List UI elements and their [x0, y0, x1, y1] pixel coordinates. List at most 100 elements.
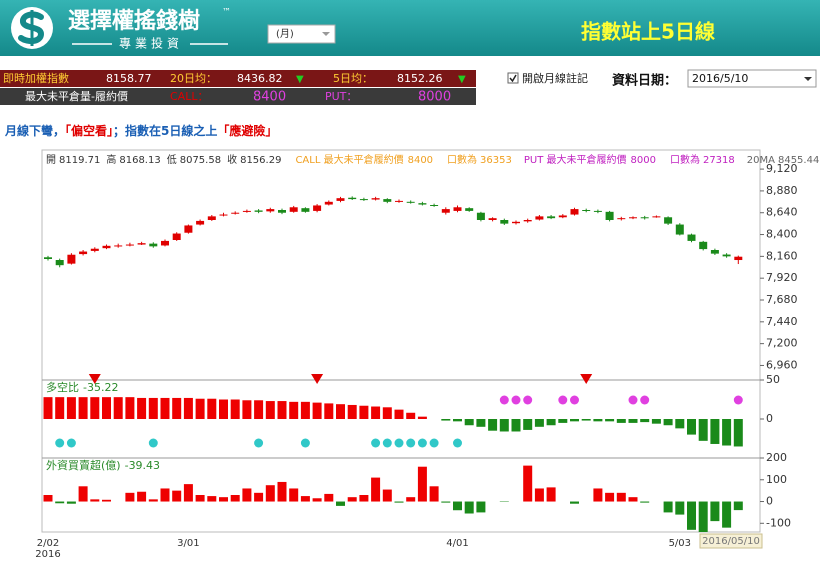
bar [570, 501, 579, 504]
bar [476, 419, 486, 427]
info-item: 收 [227, 153, 237, 166]
candle-body [734, 256, 743, 261]
date-select[interactable] [687, 69, 817, 88]
candle-body [722, 254, 731, 257]
candle-body [570, 209, 579, 215]
candle-body [184, 225, 193, 233]
bar [43, 495, 53, 502]
bar [183, 484, 193, 502]
message: 月線下彎，「偏空看」；指數在5日線之上「應避險」 [4, 123, 277, 138]
bar [195, 398, 205, 419]
candle-body [336, 198, 345, 201]
oi-bar [0, 88, 476, 105]
bar [160, 397, 170, 419]
signal-marker [733, 395, 743, 405]
x-year-label: 2016 [35, 549, 60, 560]
bar [242, 400, 252, 419]
candle-body [172, 233, 181, 240]
bar [733, 419, 743, 447]
bar [43, 397, 53, 419]
info-item: 開 [46, 154, 56, 166]
info-item: 27318 [703, 155, 735, 166]
candle-body [383, 199, 392, 202]
bar [289, 488, 299, 502]
candle-body [219, 214, 228, 216]
bar [616, 492, 626, 502]
bar [219, 497, 228, 502]
bar [137, 491, 147, 502]
bar [300, 496, 310, 502]
candle-body [137, 243, 146, 245]
bar [183, 397, 193, 419]
y-tick-label: 100 [766, 473, 787, 486]
x-tick-label: 4/01 [446, 538, 468, 549]
bar [125, 492, 135, 502]
candle-body [535, 216, 544, 220]
y-tick-label: 50 [766, 373, 780, 386]
bar [195, 495, 205, 502]
panel-label-text: 多空比 [46, 380, 79, 394]
bar [324, 493, 334, 502]
candle-body [699, 241, 708, 250]
select-arrow [322, 32, 330, 36]
checkbox-label: 開啟月線註記 [522, 71, 588, 85]
signal-marker [499, 395, 509, 405]
info-item: 8168.13 [119, 155, 160, 166]
bar [675, 501, 685, 515]
candle-body [242, 210, 251, 212]
signal-marker [55, 438, 65, 448]
bar [546, 487, 556, 502]
checkbox[interactable] [507, 72, 519, 84]
panel-label-value: -35.22 [83, 381, 118, 394]
candle-body [652, 216, 661, 218]
bar [336, 501, 345, 506]
candle-body [476, 212, 485, 220]
bar [722, 419, 732, 446]
bar [90, 499, 100, 502]
bar [265, 485, 275, 502]
ma20-label: 20日均： [170, 72, 217, 85]
y-tick-label: -100 [766, 516, 791, 529]
signal-marker [300, 438, 310, 448]
chart-frame [41, 149, 761, 533]
x-tick-label: 3/01 [177, 538, 199, 549]
candle-body [664, 217, 673, 224]
bar [359, 405, 369, 419]
bar [570, 419, 579, 422]
bar [687, 419, 696, 435]
bar [102, 397, 111, 419]
call-label: CALL： [170, 90, 208, 103]
candle-body [90, 248, 99, 251]
candle-body [430, 205, 439, 206]
candle-body [289, 207, 298, 212]
candle-body [547, 216, 556, 219]
bar [324, 403, 334, 419]
x-tick-label: 2/02 [37, 538, 59, 549]
bar [371, 406, 381, 419]
bar [534, 488, 544, 502]
bar [476, 501, 486, 513]
signal-marker [88, 374, 101, 384]
candle-body [55, 260, 64, 266]
bar [698, 419, 708, 441]
bar [382, 407, 392, 419]
signal-marker [580, 374, 593, 384]
candle-body [406, 201, 415, 203]
put-label: PUT： [325, 90, 357, 103]
signal-marker [558, 395, 568, 405]
bar [429, 486, 439, 502]
logo-icon [11, 7, 53, 49]
bar [534, 419, 544, 427]
bar [394, 409, 404, 419]
candle-body [441, 209, 450, 213]
header-bar [0, 0, 820, 56]
trend-icon: ▼ [296, 74, 304, 85]
candle-body [629, 217, 637, 219]
candle-body [149, 243, 158, 247]
y-tick-label: 8,880 [766, 184, 798, 197]
y-tick-label: 0 [766, 412, 773, 425]
panel-label: 外資買賣超(億) -39.43 [46, 458, 160, 472]
period-select[interactable] [267, 24, 336, 44]
signal-marker [382, 438, 392, 448]
